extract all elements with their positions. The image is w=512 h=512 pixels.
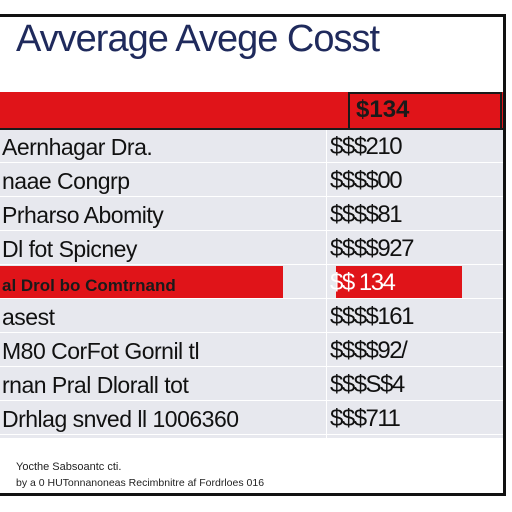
table-row: Drhlag snved ll 1006360 $$$711 [0,402,503,435]
table-row: Aernhagar Dra. $$$210 [0,130,503,163]
table-row: naae Congrp $$$$00 [0,164,503,197]
header-value-cell [348,92,502,130]
row-label: asest [2,304,55,330]
row-label: Prharso Abomity [2,202,164,228]
row-value: $$ 134 [330,269,396,296]
row-label: rnan Pral Dlorall tot [2,372,189,398]
row-value: $$$$927 [330,235,414,262]
row-value: $$$S$4 [330,371,405,398]
table-row: rnan Pral Dlorall tot $$$S$4 [0,368,503,401]
row-value: $$$210 [330,133,403,160]
row-label: M80 CorFot Gornil tl [2,338,200,364]
table-row-highlighted: al Drol bo Comtrnand $$ 134 [0,266,503,299]
row-label: Dl fot Spicney [2,236,137,262]
row-label: naae Congrp [2,168,130,194]
table-row: M80 CorFot Gornil tl $$$$92/ [0,334,503,367]
column-divider [326,130,327,438]
table-row: Dl fot Spicney $$$$927 [0,232,503,265]
header-value: $134 [356,96,410,123]
row-value: $$$$00 [330,167,403,194]
row-label: Drhlag snved ll 1006360 [2,406,239,432]
row-value: $$$$92/ [330,337,408,364]
table-row: Prharso Abomity $$$$81 [0,198,503,231]
footnote-credit: by a 0 HUTonnanoneas Recimbnitre af Ford… [16,477,265,489]
table-row: asest $$$$161 [0,300,503,333]
chart-title: Avverage Avege Cosst [16,18,380,60]
highlight-label-bg [0,266,283,298]
footnote-source: Yocthe Sabsoantc cti. [16,461,122,473]
row-value: $$$$81 [330,201,403,228]
row-label: al Drol bo Comtrnand [2,276,176,295]
table-body [0,92,503,438]
row-label: Aernhagar Dra. [2,134,153,160]
row-value: $$$711 [330,405,401,432]
highlight-value-bg [336,266,462,298]
row-value: $$$$161 [330,303,414,330]
